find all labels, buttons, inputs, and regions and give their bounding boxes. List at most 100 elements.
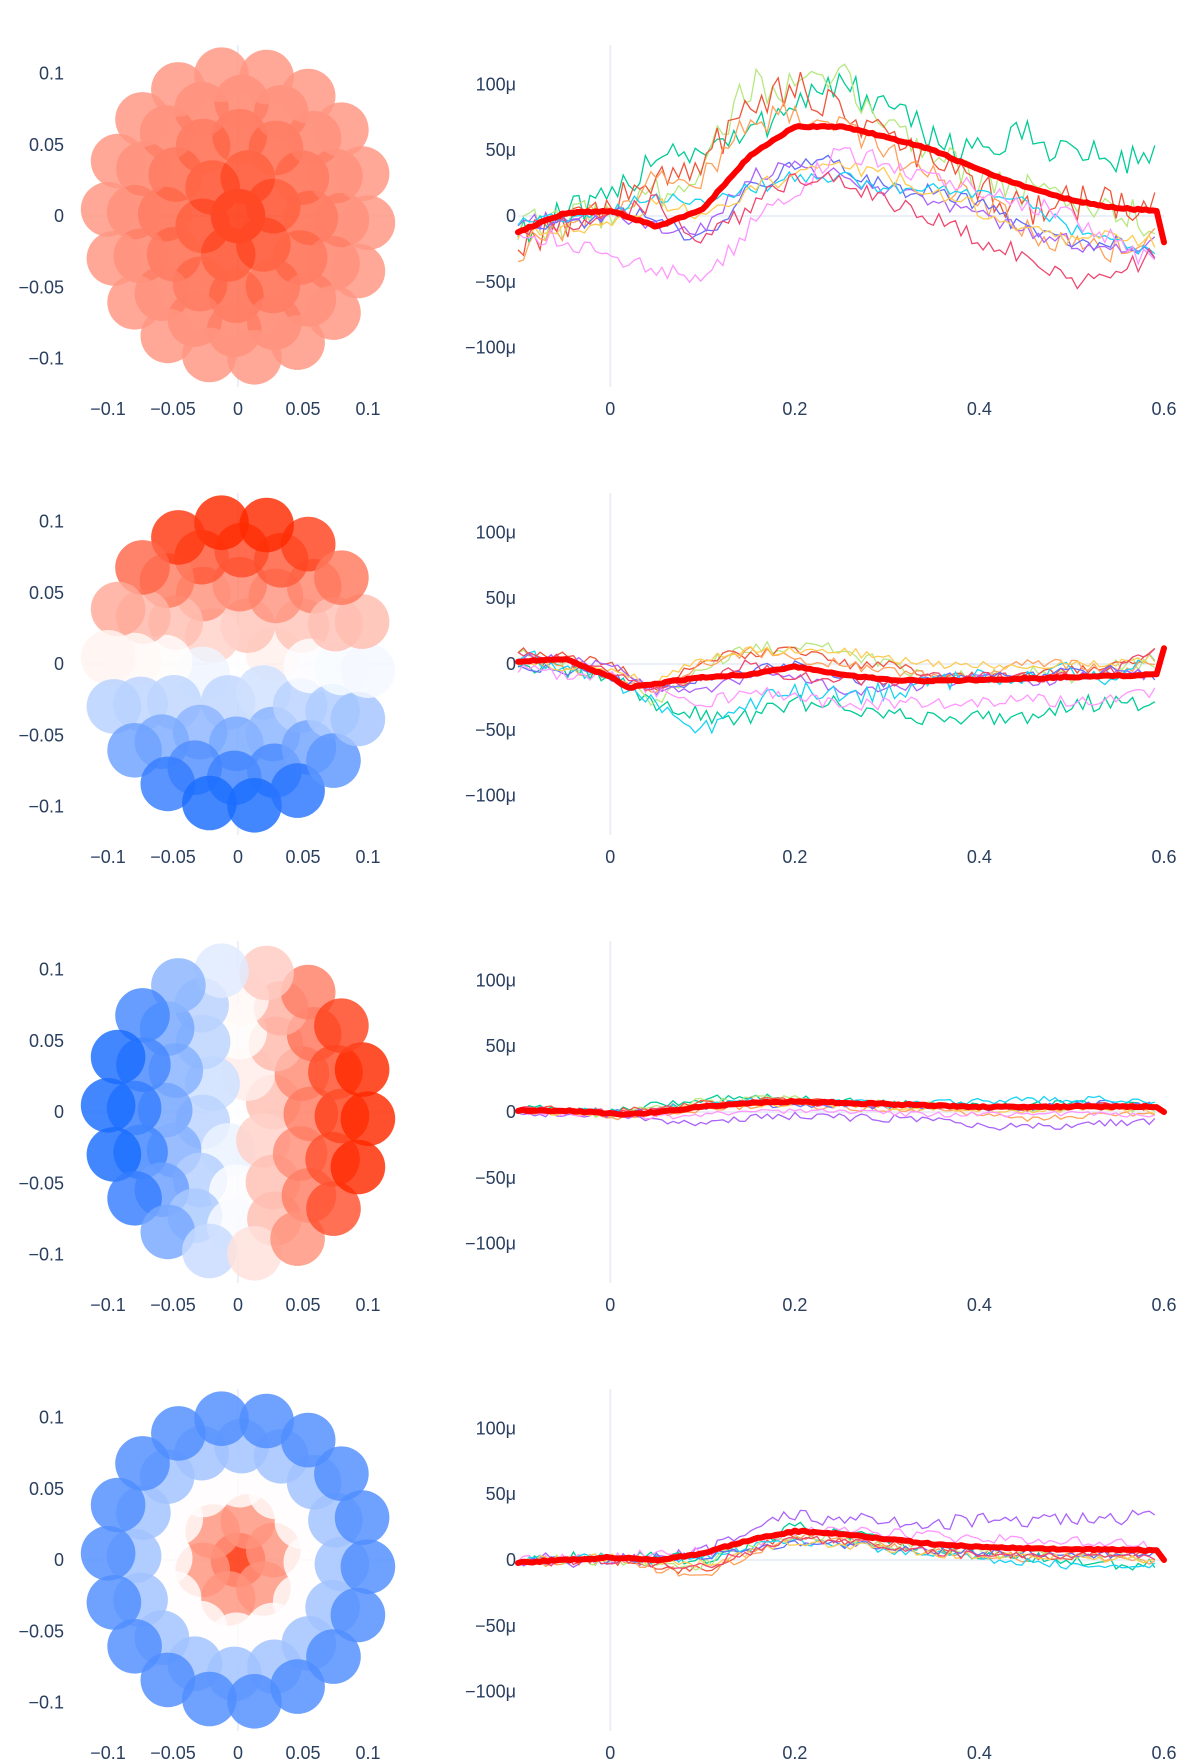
sensor-marker xyxy=(330,243,386,299)
timecourse-y-tick-label: 50μ xyxy=(486,1484,516,1504)
topomap-x-tick-label: 0.1 xyxy=(355,399,380,419)
sensor-marker xyxy=(306,1181,361,1236)
sensor-marker xyxy=(90,581,146,637)
sensor-trace-line xyxy=(517,646,1155,694)
sensor-marker xyxy=(107,275,162,330)
sensor-trace-line xyxy=(517,72,1156,246)
sensor-marker xyxy=(115,988,170,1043)
timecourse-y-tick-label: −50μ xyxy=(475,1616,516,1636)
topomap-y-tick-label: −0.1 xyxy=(28,349,64,369)
sensor-marker xyxy=(334,594,390,649)
sensor-marker xyxy=(86,679,142,734)
sensor-marker xyxy=(107,1171,162,1226)
timecourse-y-tick-label: 100μ xyxy=(476,970,516,990)
topomap-y-tick-label: 0.1 xyxy=(39,512,64,532)
sensor-marker xyxy=(330,1139,386,1195)
timecourse-x-tick-label: 0 xyxy=(605,847,615,867)
topomap-y-tick-label: −0.1 xyxy=(28,1693,64,1713)
timecourse-y-tick-label: −50μ xyxy=(475,720,516,740)
sensor-marker xyxy=(86,231,142,286)
timecourse-x-tick-label: 0.6 xyxy=(1151,847,1176,867)
sensor-marker xyxy=(140,756,196,812)
topomap-x-tick-label: −0.05 xyxy=(150,1743,196,1762)
topomap-panel-4: −0.1 −0.05 0 0.05 0.1 0.1 0.05 0 −0.05 −0.1 xyxy=(18,1389,396,1762)
sensor-marker xyxy=(151,510,206,565)
sensor-marker xyxy=(90,1477,146,1533)
sensor-marker xyxy=(151,1406,206,1461)
sensor-marker xyxy=(140,1652,196,1708)
timecourse-y-tick-label: −50μ xyxy=(475,272,516,292)
timecourse-x-tick-label: 0 xyxy=(605,1743,615,1762)
sensor-trace-line xyxy=(517,645,1156,687)
sensor-marker xyxy=(306,1629,361,1684)
sensor-trace-line xyxy=(517,1533,1156,1575)
timecourse-y-tick-label: 0 xyxy=(506,1102,516,1122)
timecourse-y-tick-label: 100μ xyxy=(476,1418,516,1438)
sensor-marker xyxy=(280,964,336,1020)
sensor-marker xyxy=(314,102,369,157)
sensor-marker xyxy=(314,1446,369,1501)
sensor-marker xyxy=(280,516,336,572)
sensor-marker xyxy=(80,1526,136,1581)
topomap-panel-1: −0.1 −0.05 0 0.05 0.1 0.1 0.05 0 −0.05 −0.1 xyxy=(18,45,396,419)
sensor-marker xyxy=(334,1490,390,1545)
sensor-trace-line xyxy=(517,650,1156,735)
topomap-x-tick-label: −0.1 xyxy=(90,1295,126,1315)
timecourse-y-tick-label: −50μ xyxy=(475,1168,516,1188)
sensor-marker xyxy=(227,778,282,833)
sensor-trace-line xyxy=(517,71,1156,257)
timecourse-panel-1: 0 0.2 0.4 0.6 100μ 50μ 0 −50μ −100μ xyxy=(465,45,1177,419)
timecourse-x-tick-label: 0.2 xyxy=(782,399,807,419)
sensor-marker xyxy=(115,540,170,595)
sensor-marker xyxy=(182,1671,237,1727)
timecourse-x-tick-label: 0.4 xyxy=(967,1743,992,1762)
topomap-y-tick-label: 0.1 xyxy=(39,960,64,980)
sensor-marker xyxy=(194,495,249,550)
average-trace-line xyxy=(515,1097,1167,1118)
topomap-y-tick-label: 0.05 xyxy=(29,583,64,603)
sensor-marker xyxy=(227,1226,282,1281)
timecourse-x-tick-label: 0.4 xyxy=(967,847,992,867)
sensor-marker xyxy=(270,1659,325,1714)
sensor-marker xyxy=(182,1223,237,1279)
timecourse-x-tick-label: 0.6 xyxy=(1151,399,1176,419)
timecourse-y-tick-label: −100μ xyxy=(465,1234,516,1254)
timecourse-x-tick-label: 0.4 xyxy=(967,399,992,419)
sensor-marker xyxy=(140,308,196,364)
timecourse-y-tick-label: 50μ xyxy=(486,1036,516,1056)
timecourse-x-tick-label: 0.4 xyxy=(967,1295,992,1315)
sensor-marker xyxy=(90,133,146,189)
topomap-y-tick-label: −0.05 xyxy=(18,1173,64,1193)
sensor-marker xyxy=(151,62,206,117)
sensor-trace-line xyxy=(517,660,1156,726)
sensor-marker xyxy=(280,1412,336,1468)
topomap-x-tick-label: −0.05 xyxy=(150,1295,196,1315)
timecourse-y-tick-label: 0 xyxy=(506,1550,516,1570)
sensor-marker xyxy=(115,92,170,147)
sensor-marker xyxy=(314,998,369,1053)
topomap-y-tick-label: −0.1 xyxy=(28,1245,64,1265)
timecourse-panel-2: 0 0.2 0.4 0.6 100μ 50μ 0 −50μ −100μ xyxy=(465,493,1177,867)
sensor-marker xyxy=(340,643,396,698)
timecourse-panel-4: 0 0.2 0.4 0.6 100μ 50μ 0 −50μ −100μ xyxy=(465,1389,1177,1762)
sensor-trace-line xyxy=(517,652,1155,697)
timecourse-y-tick-label: −100μ xyxy=(465,786,516,806)
sensor-marker xyxy=(115,1436,170,1491)
sensor-marker xyxy=(280,68,336,124)
topomap-x-tick-label: 0.05 xyxy=(285,1295,320,1315)
sensor-marker xyxy=(86,1127,142,1182)
sensor-marker xyxy=(330,691,386,747)
topomap-panel-2: −0.1 −0.05 0 0.05 0.1 0.1 0.05 0 −0.05 −0.1 xyxy=(18,493,396,867)
sensor-marker xyxy=(270,1211,325,1266)
sensor-marker xyxy=(270,763,325,818)
sensor-marker xyxy=(86,1575,142,1630)
sensor-marker xyxy=(107,723,162,778)
topomap-y-tick-label: 0 xyxy=(54,1550,64,1570)
topomap-y-tick-label: 0.1 xyxy=(39,1408,64,1428)
timecourse-y-tick-label: 0 xyxy=(506,654,516,674)
sensor-trace-line xyxy=(517,161,1156,248)
timecourse-y-tick-label: −100μ xyxy=(465,1682,516,1702)
topomap-y-tick-label: −0.05 xyxy=(18,1621,64,1641)
topomap-x-tick-label: −0.05 xyxy=(150,847,196,867)
sensor-marker xyxy=(194,943,249,998)
